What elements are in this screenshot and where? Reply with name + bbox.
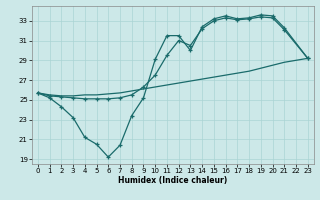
X-axis label: Humidex (Indice chaleur): Humidex (Indice chaleur) xyxy=(118,176,228,185)
